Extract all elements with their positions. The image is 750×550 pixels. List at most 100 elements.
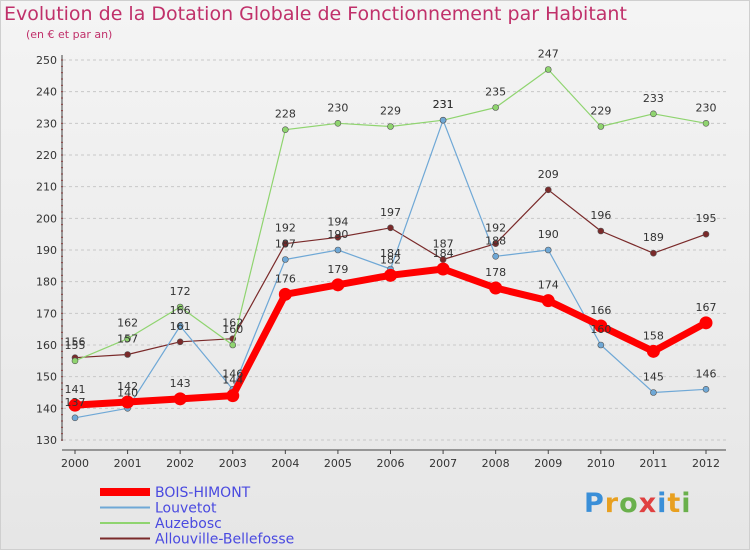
label-louvetot-2006: 184 <box>380 247 401 260</box>
point-louvetot-2009 <box>544 246 552 254</box>
point-louvetot-2005 <box>334 246 342 254</box>
label-bois-himont-2008: 178 <box>485 266 506 279</box>
point-auzebosc-2001 <box>124 335 131 342</box>
label-allouville-bellefosse-2012: 195 <box>696 212 717 225</box>
point-auzebosc-2004 <box>282 126 289 133</box>
label-auzebosc-2000: 155 <box>65 339 86 352</box>
point-louvetot-2000 <box>71 414 79 422</box>
y-tick-250: 250 <box>36 54 57 67</box>
label-bois-himont-2001: 142 <box>117 380 138 393</box>
x-tick-2003: 2003 <box>219 457 247 470</box>
x-tick-2007: 2007 <box>429 457 457 470</box>
legend-label-auzebosc: Auzebosc <box>155 516 222 532</box>
label-bois-himont-2010: 166 <box>590 304 611 317</box>
point-allouville-bellefosse-2009 <box>544 186 552 194</box>
point-louvetot-2010 <box>597 341 605 349</box>
point-allouville-bellefosse-2011 <box>650 249 657 257</box>
label-louvetot-2008: 188 <box>485 234 506 247</box>
label-bois-himont-2000: 141 <box>65 383 86 396</box>
label-louvetot-2010: 160 <box>590 323 611 336</box>
x-tick-2008: 2008 <box>482 457 510 470</box>
point-bois-himont-2003 <box>226 389 240 403</box>
x-tick-2001: 2001 <box>114 457 142 470</box>
point-auzebosc-2000 <box>71 357 79 365</box>
x-tick-2004: 2004 <box>271 457 299 470</box>
label-auzebosc-2002: 172 <box>170 285 191 298</box>
point-auzebosc-2011 <box>650 110 657 118</box>
point-louvetot-2007 <box>439 116 447 124</box>
x-tick-2012: 2012 <box>692 457 720 470</box>
point-bois-himont-2000 <box>68 398 82 412</box>
y-tick-170: 170 <box>36 307 57 320</box>
point-louvetot-2012 <box>702 386 710 393</box>
label-bois-himont-2007: 184 <box>433 247 454 260</box>
x-tick-2005: 2005 <box>324 457 352 470</box>
x-tick-2000: 2000 <box>61 457 89 470</box>
y-tick-200: 200 <box>36 212 57 225</box>
chart-title: Evolution de la Dotation Globale de Fonc… <box>4 3 627 25</box>
label-bois-himont-2004: 176 <box>275 272 296 285</box>
label-allouville-bellefosse-2007: 187 <box>433 238 454 251</box>
point-allouville-bellefosse-2006 <box>387 224 394 232</box>
point-auzebosc-2003 <box>229 341 237 349</box>
point-bois-himont-2004 <box>278 287 292 301</box>
y-tick-190: 190 <box>36 244 57 257</box>
series-lines <box>68 66 713 422</box>
label-bois-himont-2002: 143 <box>170 377 191 390</box>
point-bois-himont-2010 <box>594 319 608 333</box>
point-louvetot-2011 <box>650 389 657 396</box>
label-auzebosc-2003: 160 <box>222 323 243 336</box>
label-allouville-bellefosse-2001: 157 <box>117 333 138 346</box>
point-bois-himont-2011 <box>646 344 660 358</box>
point-louvetot-2008 <box>492 253 499 260</box>
x-tick-2002: 2002 <box>166 457 194 470</box>
label-bois-himont-2006: 182 <box>380 253 401 266</box>
legend-label-allouville-bellefosse: Allouville-Bellefosse <box>155 532 294 548</box>
label-louvetot-2007: 231 <box>433 98 454 111</box>
point-allouville-bellefosse-2008 <box>492 240 499 247</box>
point-allouville-bellefosse-2001 <box>124 351 131 358</box>
label-louvetot-2000: 137 <box>65 396 86 409</box>
grid-lines <box>63 59 726 441</box>
point-bois-himont-2008 <box>489 281 503 295</box>
label-bois-himont-2011: 158 <box>643 329 664 342</box>
label-allouville-bellefosse-2006: 197 <box>380 206 401 219</box>
label-louvetot-2012: 146 <box>696 367 717 380</box>
y-tick-130: 130 <box>36 434 57 447</box>
label-louvetot-2001: 140 <box>117 386 138 399</box>
label-auzebosc-2011: 233 <box>643 92 664 105</box>
y-tick-230: 230 <box>36 117 57 130</box>
label-allouville-bellefosse-2009: 209 <box>538 168 559 181</box>
point-auzebosc-2010 <box>597 123 605 130</box>
point-louvetot-2004 <box>282 256 289 263</box>
label-bois-himont-2009: 174 <box>538 279 559 292</box>
y-tick-150: 150 <box>36 371 57 384</box>
label-auzebosc-2012: 230 <box>696 101 717 114</box>
x-tick-2011: 2011 <box>639 457 667 470</box>
y-tick-160: 160 <box>36 339 57 352</box>
point-allouville-bellefosse-2004 <box>282 240 289 247</box>
point-auzebosc-2008 <box>492 104 499 111</box>
label-allouville-bellefosse-2003: 162 <box>222 317 243 330</box>
point-bois-himont-2009 <box>541 294 555 308</box>
label-auzebosc-2004: 228 <box>275 108 296 121</box>
point-auzebosc-2009 <box>544 66 552 73</box>
label-auzebosc-2007: 231 <box>433 98 454 111</box>
x-tick-labels: 2000 2001 2002 2003 2004 2005 2006 2007 2008 2009… <box>61 457 720 470</box>
x-tick-2006: 2006 <box>377 457 405 470</box>
point-auzebosc-2002 <box>176 303 184 311</box>
point-allouville-bellefosse-2012 <box>702 230 710 238</box>
x-tick-2009: 2009 <box>534 457 562 470</box>
label-louvetot-2009: 190 <box>538 228 559 241</box>
point-auzebosc-2005 <box>334 120 342 127</box>
proxiti-logo: Proxiti <box>584 488 692 519</box>
data-labels: 156 157 161 162 192 194 197 187 192 209 196 189 195 1… <box>65 48 717 409</box>
point-auzebosc-2006 <box>387 123 394 130</box>
point-allouville-bellefosse-2010 <box>597 227 605 235</box>
label-auzebosc-2008: 235 <box>485 86 506 99</box>
label-bois-himont-2012: 167 <box>696 301 717 314</box>
point-allouville-bellefosse-2002 <box>176 338 184 346</box>
label-allouville-bellefosse-2010: 196 <box>590 209 611 222</box>
y-tick-220: 220 <box>36 149 57 162</box>
